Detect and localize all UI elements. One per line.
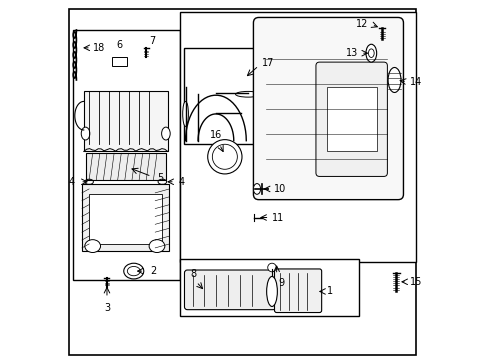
Ellipse shape <box>235 91 260 97</box>
Ellipse shape <box>127 266 140 276</box>
Ellipse shape <box>365 44 376 62</box>
Text: 17: 17 <box>261 58 273 68</box>
FancyBboxPatch shape <box>184 270 275 310</box>
Ellipse shape <box>123 263 143 279</box>
Ellipse shape <box>253 184 260 194</box>
Ellipse shape <box>207 140 242 174</box>
Bar <box>326 87 376 152</box>
Text: 16: 16 <box>209 130 222 140</box>
Text: 6: 6 <box>116 40 122 50</box>
Ellipse shape <box>367 49 373 58</box>
Ellipse shape <box>81 127 90 140</box>
Bar <box>82 184 169 251</box>
Bar <box>180 258 358 316</box>
FancyBboxPatch shape <box>315 62 386 176</box>
FancyBboxPatch shape <box>253 18 403 200</box>
Ellipse shape <box>84 240 101 252</box>
Text: 4: 4 <box>68 177 75 187</box>
Text: 14: 14 <box>408 77 421 87</box>
Bar <box>85 153 165 180</box>
Text: 12: 12 <box>355 18 367 28</box>
Bar <box>180 12 415 262</box>
Ellipse shape <box>162 127 170 140</box>
Text: 7: 7 <box>148 36 155 46</box>
Bar <box>73 30 180 280</box>
Ellipse shape <box>387 67 400 93</box>
Text: 10: 10 <box>273 184 285 194</box>
Ellipse shape <box>149 240 164 252</box>
Text: 13: 13 <box>345 48 357 58</box>
Text: 18: 18 <box>93 43 105 53</box>
Text: 1: 1 <box>326 287 333 296</box>
Ellipse shape <box>266 276 277 306</box>
Text: 8: 8 <box>190 269 197 279</box>
Bar <box>83 91 167 152</box>
Bar <box>89 194 162 244</box>
Ellipse shape <box>267 263 276 272</box>
Text: 3: 3 <box>103 303 110 313</box>
Text: 4: 4 <box>178 177 184 187</box>
Ellipse shape <box>183 102 188 126</box>
Bar <box>183 48 265 144</box>
Text: 2: 2 <box>149 266 156 276</box>
Text: 5: 5 <box>157 173 163 183</box>
Text: 9: 9 <box>278 278 284 288</box>
Ellipse shape <box>212 144 237 169</box>
Text: 11: 11 <box>271 212 284 222</box>
FancyBboxPatch shape <box>274 269 321 312</box>
Bar <box>112 57 126 66</box>
Text: 15: 15 <box>408 277 421 287</box>
